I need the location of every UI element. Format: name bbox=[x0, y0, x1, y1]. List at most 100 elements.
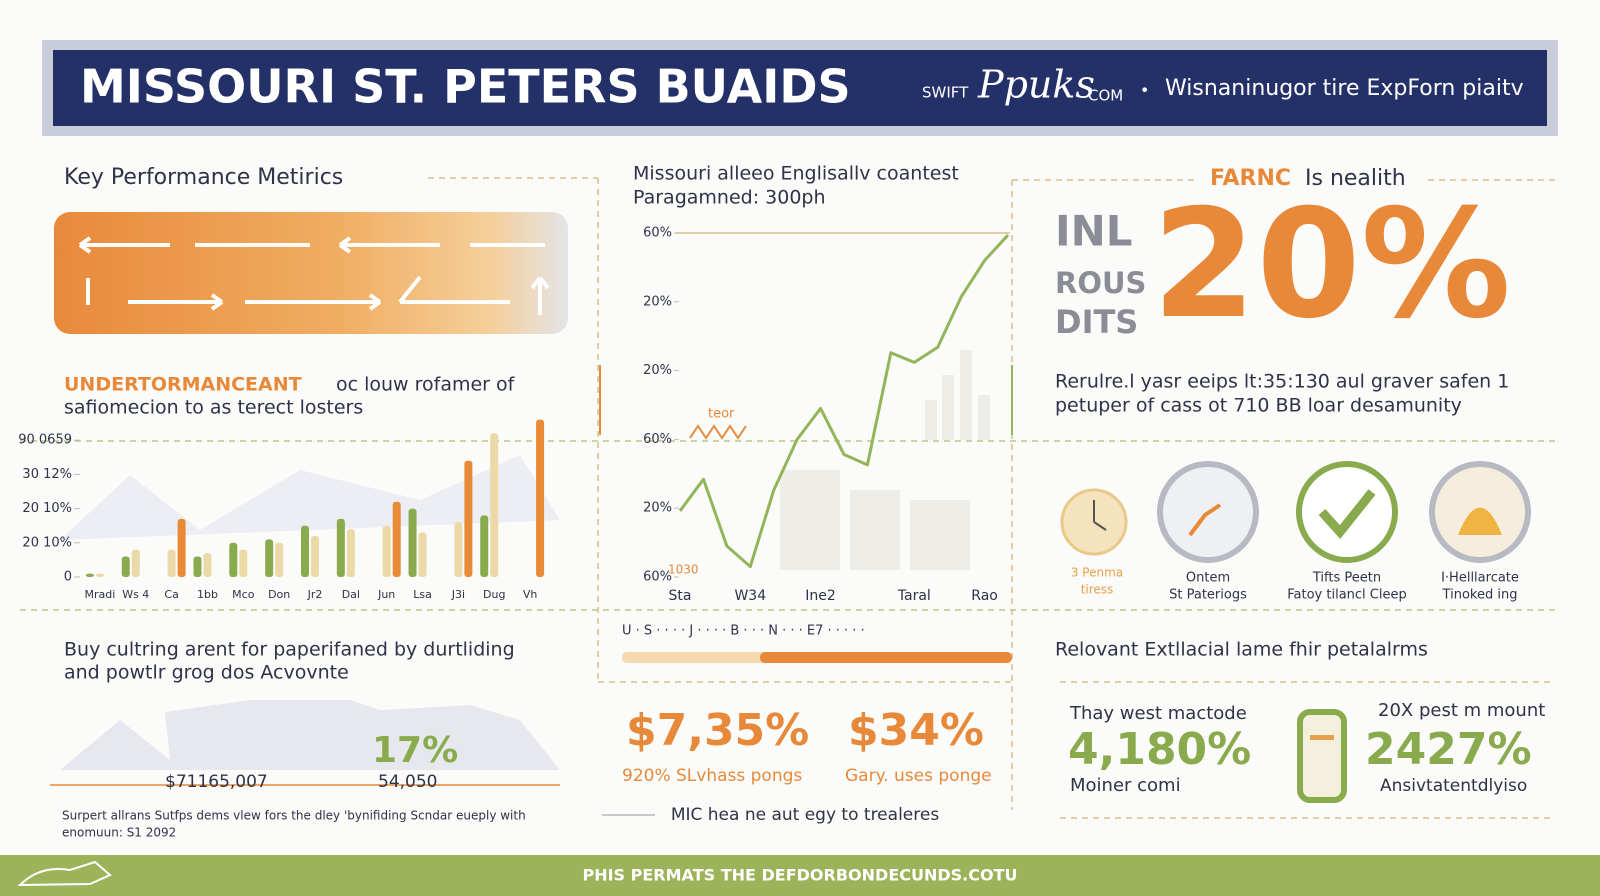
bar bbox=[301, 525, 309, 577]
icon-caption: Fatoy tilancl Cleep bbox=[1287, 588, 1406, 603]
annotation: 1030 bbox=[668, 563, 699, 577]
bar bbox=[464, 460, 473, 577]
y-tick-label: 20% bbox=[643, 501, 672, 516]
side-word: ROUS bbox=[1055, 266, 1146, 300]
y-tick-label: 60% bbox=[643, 570, 672, 585]
check-mark bbox=[1318, 489, 1376, 539]
tagline: Wisnaninugor tire ExpForn piaitv bbox=[1165, 76, 1524, 101]
icon-check bbox=[1296, 461, 1398, 563]
x-tick-label: Lsa bbox=[413, 588, 432, 601]
backdrop bbox=[60, 455, 560, 540]
sub-text: oc louw rofamer of bbox=[336, 374, 516, 396]
skyline bbox=[60, 700, 560, 770]
bullet: • bbox=[1140, 81, 1149, 100]
footer-bar bbox=[0, 855, 1600, 896]
bar bbox=[95, 573, 104, 577]
percent: 17% bbox=[372, 730, 458, 771]
icon-detail bbox=[1458, 507, 1502, 535]
bar bbox=[490, 433, 499, 577]
bar bbox=[311, 535, 319, 577]
stat-value: $34% bbox=[848, 705, 984, 756]
y-tick-label: 20% bbox=[643, 363, 672, 378]
big-number: 20% bbox=[1152, 178, 1511, 352]
bar bbox=[131, 549, 140, 577]
amount: $71165,007 bbox=[165, 772, 268, 792]
icon-caption: St Pateriogs bbox=[1169, 588, 1247, 603]
bar bbox=[346, 529, 355, 577]
stat-label: Gary. uses ponge bbox=[845, 766, 992, 786]
faded-bars bbox=[780, 350, 990, 570]
annotation-squiggle bbox=[689, 424, 747, 440]
bar bbox=[454, 522, 463, 577]
x-tick-label: Don bbox=[268, 588, 290, 601]
bottom-heading: and powtlr grog dos Acvovnte bbox=[64, 662, 349, 684]
bar bbox=[392, 501, 401, 577]
annotation: teor bbox=[708, 407, 735, 422]
description: petuper of cass ot 710 BB loar desamunit… bbox=[1055, 395, 1462, 417]
x-tick-label: Jr2 bbox=[307, 588, 323, 601]
highlight: UNDERTORMANCEANT bbox=[64, 374, 302, 396]
stat-bottom: Ansivtatentdlyiso bbox=[1380, 776, 1527, 796]
line-series bbox=[678, 234, 1010, 569]
y-tick-label: 30 12% bbox=[22, 467, 72, 482]
stat-top: Thay west mactode bbox=[1069, 703, 1247, 724]
bar bbox=[229, 542, 238, 577]
header-title: MISSOURI ST. PETERS BUAIDS bbox=[80, 60, 851, 114]
brand-right: COM bbox=[1088, 87, 1123, 105]
footer-text: PHIS PERMATS THE DEFDORBONDECUNDS.COTU bbox=[582, 866, 1017, 885]
y-tick-label: 0 bbox=[64, 570, 72, 585]
stat-value: 2427% bbox=[1365, 724, 1532, 775]
icon-caption: Tinoked ing bbox=[1442, 588, 1518, 603]
x-tick-label: Mco bbox=[232, 588, 255, 601]
chart-subtitle: Paragamned: 300ph bbox=[633, 187, 826, 209]
x-tick-label: Sta bbox=[669, 588, 692, 604]
x-tick-label: Rao bbox=[971, 588, 998, 604]
stat-label: 920% SLvhass pongs bbox=[622, 766, 802, 786]
banner-arrows bbox=[78, 236, 550, 315]
note: enomuun: S1 2092 bbox=[62, 826, 176, 840]
brand-script: Ppuks bbox=[977, 63, 1095, 107]
y-tick-label: 20% bbox=[643, 294, 672, 309]
icon-detail bbox=[1188, 503, 1222, 537]
header-bar bbox=[53, 50, 1547, 126]
caption: MIC hea ne aut egy to trealeres bbox=[671, 805, 940, 825]
x-tick-label: Jun bbox=[377, 588, 395, 601]
description: Rerulre.l yasr eeips lt:35:130 aul grave… bbox=[1055, 371, 1509, 393]
side-word: INL bbox=[1055, 207, 1133, 256]
y-tick-label: 20 10% bbox=[22, 535, 72, 550]
icon-battery bbox=[1297, 709, 1347, 803]
icon-caption: 3 Penma bbox=[1071, 566, 1123, 580]
x-tick-label: Ca bbox=[164, 588, 178, 601]
bar bbox=[167, 549, 176, 577]
bar bbox=[275, 542, 284, 577]
stat-top: 20X pest m mount bbox=[1378, 700, 1545, 721]
icon-caption: tiress bbox=[1081, 583, 1114, 597]
bar bbox=[265, 539, 274, 577]
bar bbox=[418, 532, 427, 577]
footer-logo bbox=[17, 860, 112, 887]
brand-left: SWIFT bbox=[922, 84, 969, 102]
chart-title: Missouri alleeo Englisallv coantest bbox=[633, 163, 959, 185]
x-tick-label: Ws 4 bbox=[122, 588, 149, 601]
bar bbox=[85, 573, 94, 577]
y-tick-label: 60% bbox=[643, 226, 672, 241]
section-heading: Key Performance Metirics bbox=[64, 165, 343, 190]
y-tick-label: 20 10% bbox=[22, 501, 72, 516]
side-word: DITS bbox=[1055, 303, 1138, 341]
kpi-banner bbox=[54, 212, 568, 334]
x-tick-label: 1bb bbox=[197, 588, 218, 601]
x-tick-label: Taral bbox=[897, 588, 931, 604]
x-tick-label: Dal bbox=[342, 588, 360, 601]
bar bbox=[536, 419, 545, 577]
icon-caption: I·Helllarcate bbox=[1441, 571, 1519, 586]
x-tick-label: Dug bbox=[483, 588, 505, 601]
bar bbox=[177, 518, 186, 577]
bar bbox=[382, 525, 391, 577]
bar bbox=[193, 556, 202, 577]
bar bbox=[408, 508, 417, 577]
x-tick-label: W34 bbox=[734, 588, 766, 604]
bar bbox=[239, 549, 248, 577]
bottom-heading: Buy cultring arent for paperifaned by du… bbox=[64, 639, 515, 661]
bar bbox=[121, 556, 130, 577]
